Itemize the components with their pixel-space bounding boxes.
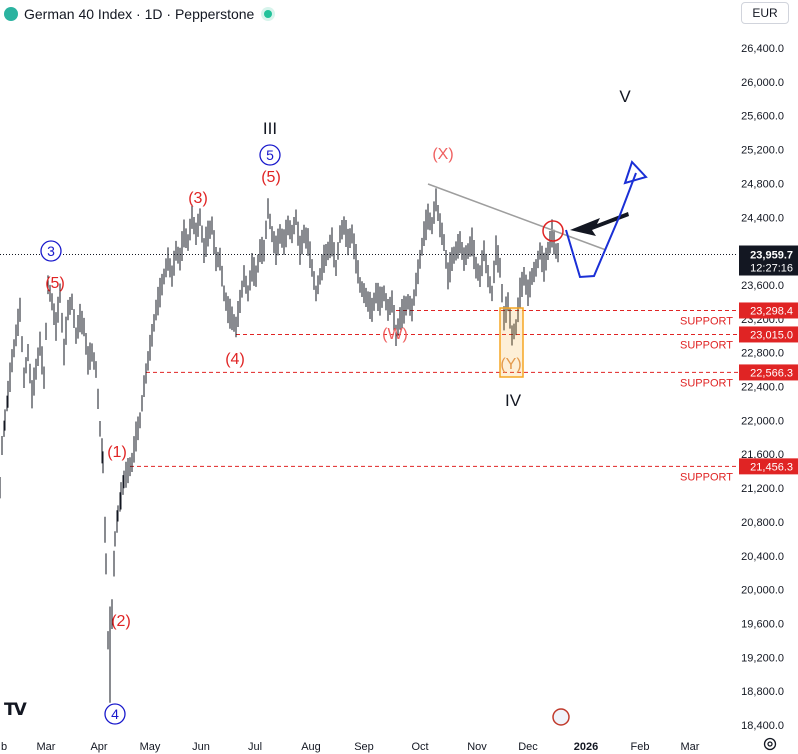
- price-tick-label: 20,000.0: [741, 585, 784, 597]
- axis-layer: 26,400.0 26,000.0 25,600.0 25,200.0 24,800.0…: [1, 43, 798, 753]
- chart-title[interactable]: German 40 Index · 1D · Pepperstone: [24, 6, 255, 22]
- support-price-box: [739, 302, 798, 319]
- wave-label: 5: [266, 147, 274, 163]
- time-tick-label: Feb: [631, 741, 650, 753]
- wave-label: 3: [47, 243, 55, 259]
- support-price-box: [739, 364, 798, 381]
- forecast-arrowhead: [623, 160, 648, 185]
- wave-label: IV: [505, 391, 522, 410]
- price-tick-label: 22,000.0: [741, 415, 784, 427]
- wave-label: (4): [225, 351, 245, 368]
- price-tick-label: 19,200.0: [741, 652, 784, 664]
- time-tick-label: Aug: [301, 741, 321, 753]
- forecast-path: [565, 172, 637, 279]
- support-price-box: [739, 326, 798, 343]
- support-label: SUPPORT: [680, 339, 733, 351]
- breakout-circle: [542, 220, 564, 242]
- price-tick-label: 19,600.0: [741, 618, 784, 630]
- price-tick-label: 26,400.0: [741, 43, 784, 55]
- wave-label: (X): [432, 146, 453, 163]
- support-price-label: 22,566.3: [750, 367, 793, 379]
- black-arrow: [570, 212, 629, 236]
- wave-label-circle: [104, 703, 126, 725]
- wave-label-circle: [259, 144, 281, 166]
- tradingview-logo[interactable]: TV: [4, 700, 27, 720]
- wave-label: (Y): [500, 356, 521, 373]
- grid-layer: [0, 254, 738, 467]
- time-tick-label: b: [1, 741, 7, 753]
- time-tick-label: Mar: [681, 741, 700, 753]
- price-tick-label: 26,000.0: [741, 77, 784, 89]
- price-tick-label: 20,800.0: [741, 517, 784, 529]
- time-tick-label: Mar: [37, 741, 56, 753]
- time-tick-label: May: [140, 741, 161, 753]
- wave-label: (5): [45, 275, 65, 292]
- wave-label: V: [619, 87, 631, 106]
- wave-label: III: [263, 119, 277, 138]
- price-tick-label: 23,600.0: [741, 280, 784, 292]
- price-tick-label: 20,400.0: [741, 551, 784, 563]
- gear-icon[interactable]: [762, 736, 778, 752]
- annotation-layer: SUPPORT SUPPORT SUPPORT SUPPORT 3 (5) (1) (2) 4 (…: [40, 87, 733, 726]
- wave-label: (1): [107, 444, 127, 461]
- countdown-label: 12:27:16: [750, 263, 793, 275]
- price-tick-label: 21,600.0: [741, 449, 784, 461]
- market-status-icon: [264, 10, 273, 18]
- support-price-label: 23,298.4: [750, 305, 793, 317]
- price-tick-label: 22,400.0: [741, 382, 784, 394]
- time-tick-label: 2026: [574, 741, 598, 753]
- support-price-box: [739, 458, 798, 475]
- price-tick-label: 21,200.0: [741, 483, 784, 495]
- replay-icon: [552, 708, 570, 726]
- trendline: [427, 183, 607, 251]
- wave-label: (W): [382, 326, 408, 343]
- chart-header: German 40 Index · 1D · Pepperstone: [0, 4, 273, 24]
- current-price-box: [739, 245, 798, 276]
- support-label: SUPPORT: [680, 315, 733, 327]
- time-tick-label: Jun: [192, 741, 210, 753]
- price-tick-label: 18,800.0: [741, 686, 784, 698]
- wave-label: (3): [188, 190, 208, 207]
- time-tick-label: Oct: [411, 741, 428, 753]
- support-label: SUPPORT: [680, 471, 733, 483]
- time-tick-label: Dec: [518, 741, 538, 753]
- price-tick-label: 25,200.0: [741, 145, 784, 157]
- wave-label: (2): [111, 613, 131, 630]
- current-price-label: 23,959.7: [750, 250, 793, 262]
- support-label: SUPPORT: [680, 377, 733, 389]
- time-tick-label: Sep: [354, 741, 374, 753]
- support-price-label: 23,015.0: [750, 329, 793, 341]
- time-tick-label: Jul: [248, 741, 262, 753]
- symbol-logo-icon: [4, 7, 18, 21]
- price-tick-label: 24,800.0: [741, 178, 784, 190]
- price-tick-label: 22,800.0: [741, 348, 784, 360]
- wave-y-highlight-box: [499, 307, 524, 378]
- support-price-label: 21,456.3: [750, 461, 793, 473]
- price-tick-label: 18,400.0: [741, 720, 784, 732]
- price-tick-label: 25,600.0: [741, 111, 784, 123]
- currency-selector[interactable]: EUR: [741, 2, 789, 24]
- time-tick-label: Apr: [90, 741, 107, 753]
- time-tick-label: Nov: [467, 741, 487, 753]
- wave-label: 4: [111, 706, 119, 722]
- wave-label: (5): [261, 169, 281, 186]
- price-tick-label: 24,400.0: [741, 212, 784, 224]
- wave-label-circle: [40, 240, 62, 262]
- price-layer: [0, 188, 559, 703]
